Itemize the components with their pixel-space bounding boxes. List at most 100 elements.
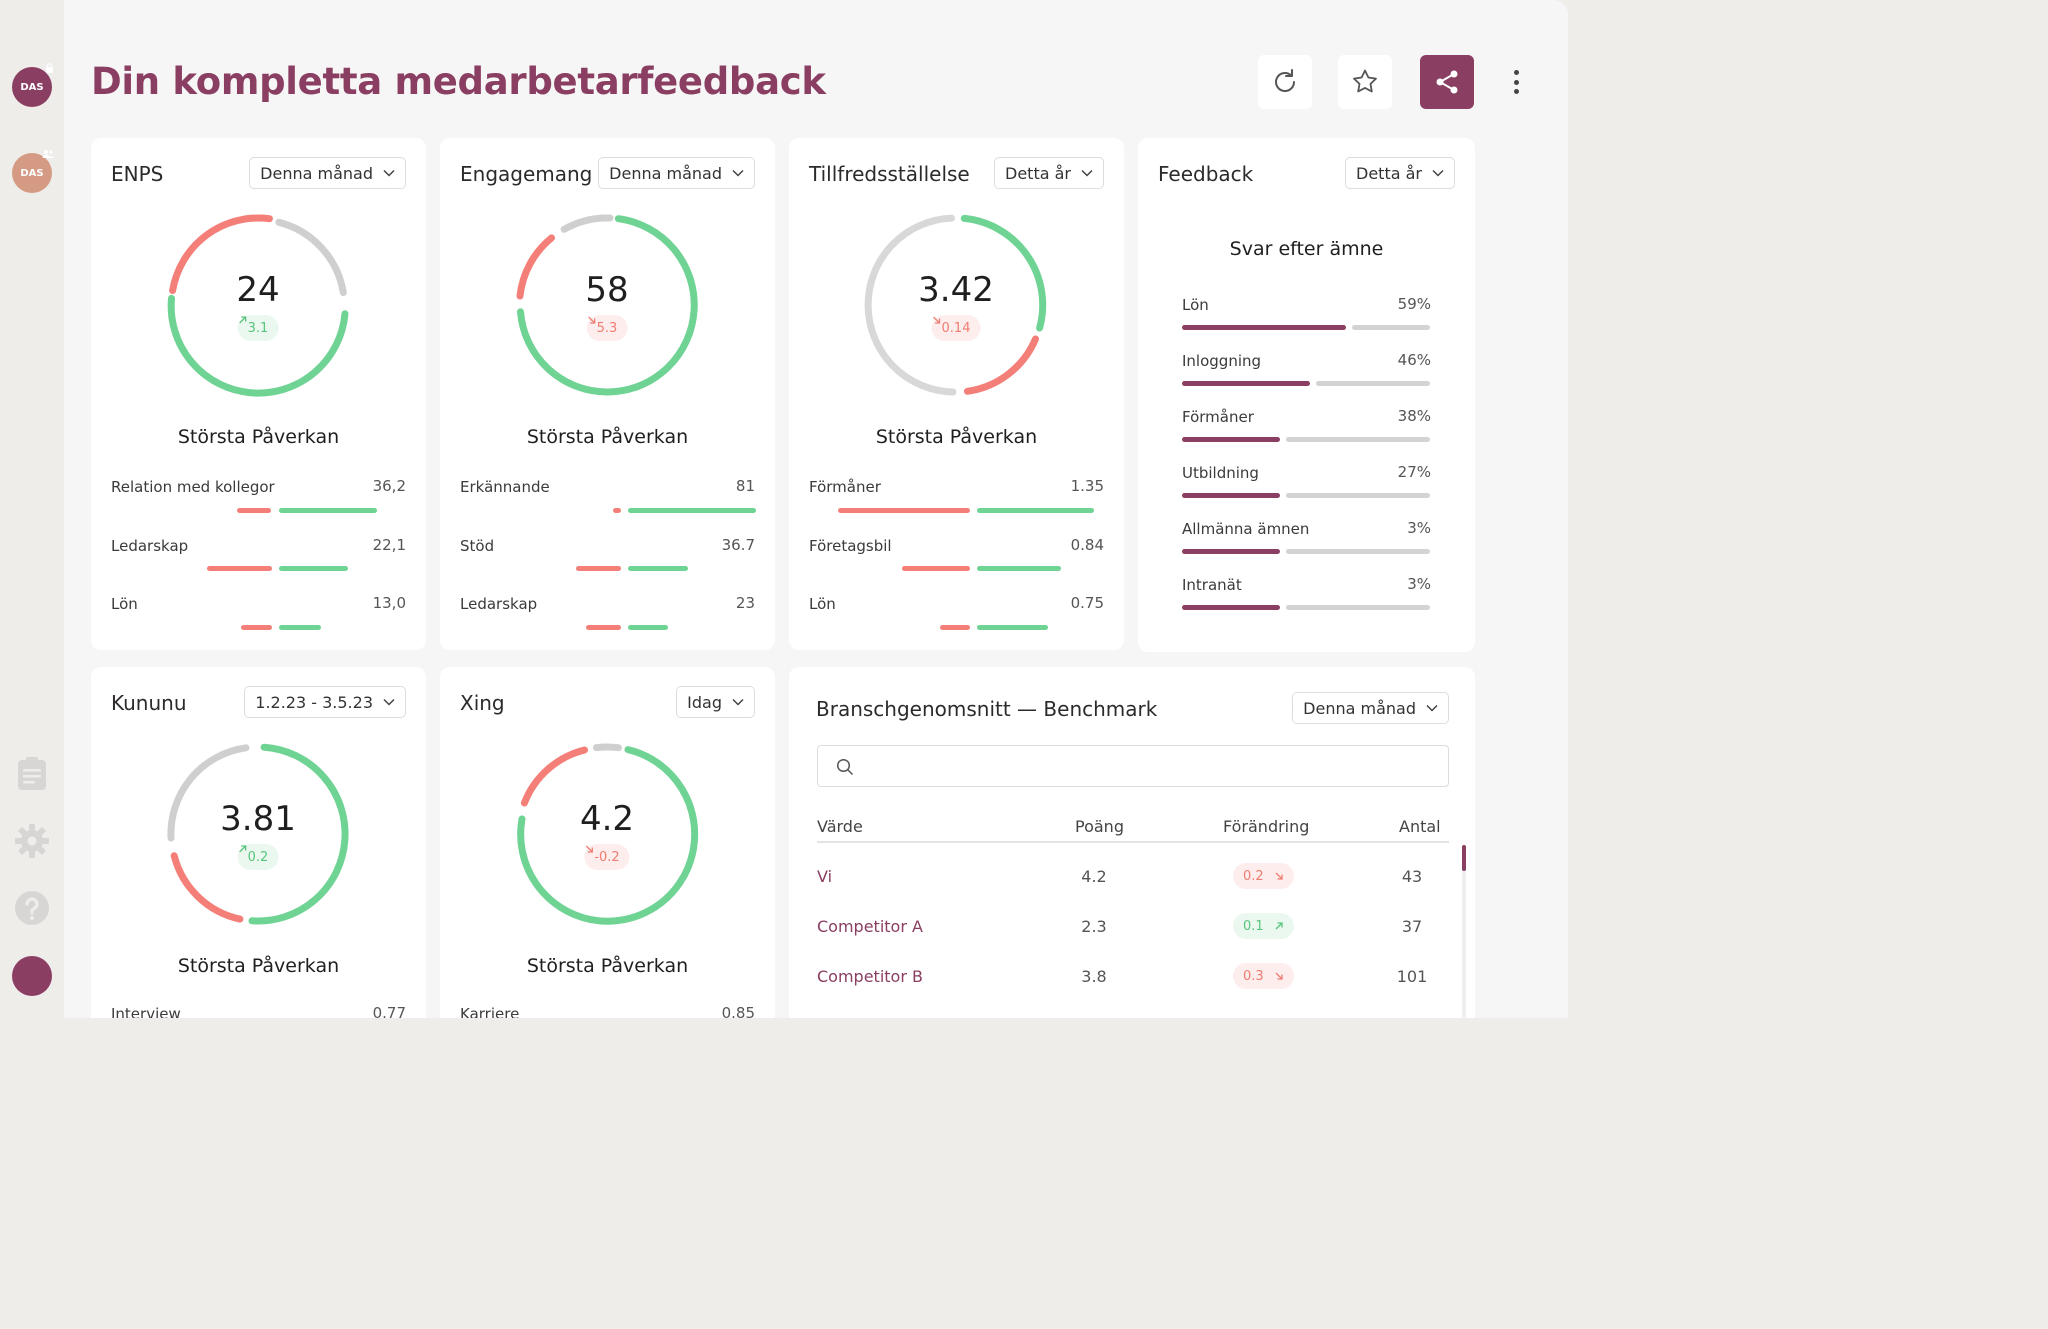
xing-card: Xing Idag 4.2 -0.2 Största Påverkan Karr…: [440, 667, 775, 1018]
topic-remaining-bar: [1286, 437, 1430, 442]
search-input[interactable]: [817, 745, 1449, 787]
scrollbar-track[interactable]: [1462, 845, 1466, 1018]
workspace-avatar-2[interactable]: DAS: [12, 150, 54, 193]
negative-bar: [207, 566, 272, 571]
topic-percent: 3%: [1407, 575, 1431, 593]
topic-percent: 27%: [1397, 463, 1431, 481]
topic-label: Förmåner: [1182, 408, 1254, 426]
more-options-icon[interactable]: [1504, 66, 1528, 98]
impact-label: Interview: [111, 1005, 181, 1018]
row-change-badge: 0.2: [1233, 863, 1294, 889]
positive-bar: [628, 566, 688, 571]
dropdown-value: Idag: [687, 692, 722, 712]
arrow-down-right-icon: [585, 845, 593, 853]
help-icon[interactable]: [14, 890, 50, 926]
dropdown-value: Denna månad: [609, 163, 722, 183]
topic-percent: 59%: [1397, 295, 1431, 313]
impact-title: Största Påverkan: [526, 955, 689, 977]
impact-label: Förmåner: [809, 478, 881, 496]
impact-label: Relation med kollegor: [111, 478, 275, 496]
impact-value: 81: [735, 477, 755, 495]
dropdown-value: Detta år: [1356, 163, 1422, 183]
topic-label: Lön: [1182, 296, 1209, 314]
feedback-card: Feedback Detta år Svar efter ämne Lön 59%…: [1138, 138, 1475, 652]
negative-bar: [576, 566, 621, 571]
user-avatar[interactable]: [12, 956, 52, 996]
impact-label: Ledarskap: [111, 537, 189, 555]
impact-label: Stöd: [460, 537, 495, 555]
period-dropdown[interactable]: Detta år: [1345, 157, 1455, 189]
impact-value: 22,1: [372, 536, 406, 554]
negative-bar: [902, 566, 970, 571]
arrow-down-right-icon: [1275, 872, 1283, 880]
impact-title: Största Påverkan: [177, 955, 340, 977]
column-header-score[interactable]: Poäng: [1075, 817, 1124, 836]
card-title: Branschgenomsnitt — Benchmark: [816, 697, 1158, 721]
enps-card: ENPS Denna månad 24 3.1 Största Påverkan…: [91, 138, 426, 650]
period-dropdown[interactable]: Denna månad: [598, 157, 755, 189]
positive-bar: [628, 625, 668, 630]
topic-share-bar: [1182, 549, 1280, 554]
chevron-down-icon: [383, 698, 395, 706]
period-dropdown[interactable]: Detta år: [994, 157, 1104, 189]
row-name[interactable]: Competitor A: [817, 917, 923, 936]
enps-gauge: 24 3.1: [163, 210, 353, 400]
xing-gauge: 4.2 -0.2: [512, 739, 702, 929]
row-name[interactable]: Competitor B: [817, 967, 923, 986]
card-title: Kununu: [111, 691, 187, 715]
gauge-ring: [516, 214, 698, 396]
change-badge: -0.2: [584, 844, 630, 870]
change-badge: 5.3: [586, 315, 628, 341]
gear-icon[interactable]: [14, 823, 50, 859]
topic-percent: 3%: [1407, 519, 1431, 537]
gauge-value: 24: [236, 270, 280, 310]
avatar-initials: DAS: [20, 167, 44, 179]
share-button[interactable]: [1420, 55, 1474, 109]
gauge-ring: [167, 743, 349, 925]
topic-label: Utbildning: [1182, 464, 1259, 482]
gauge-ring: [167, 214, 349, 397]
positive-bar: [279, 625, 321, 630]
chevron-down-icon: [1081, 169, 1093, 177]
page-title: Din kompletta medarbetarfeedback: [91, 60, 826, 103]
topic-remaining-bar: [1286, 493, 1430, 498]
impact-value: 1.35: [1070, 477, 1104, 495]
tillfredsstallelse-gauge: 3.42 0.14: [861, 210, 1051, 400]
column-header-value[interactable]: Värde: [817, 817, 863, 836]
scrollbar-thumb[interactable]: [1462, 845, 1466, 871]
star-icon: [1353, 69, 1377, 93]
topic-percent: 38%: [1397, 407, 1431, 425]
refresh-button[interactable]: [1258, 55, 1312, 109]
kununu-card: Kununu 1.2.23 - 3.5.23 3.81 0.2 Största …: [91, 667, 426, 1018]
period-dropdown[interactable]: 1.2.23 - 3.5.23: [244, 686, 406, 718]
period-dropdown[interactable]: Denna månad: [249, 157, 406, 189]
topic-label: Allmänna ämnen: [1182, 520, 1310, 538]
period-dropdown[interactable]: Denna månad: [1292, 692, 1449, 724]
clipboard-icon[interactable]: [14, 756, 50, 792]
gauge-value: 3.42: [918, 270, 994, 310]
topic-remaining-bar: [1352, 325, 1430, 330]
topic-label: Inloggning: [1182, 352, 1262, 370]
period-dropdown[interactable]: Idag: [676, 686, 755, 718]
card-title: Xing: [460, 691, 505, 715]
gauge-ring: [517, 743, 699, 925]
topic-share-bar: [1182, 493, 1280, 498]
impact-value: 13,0: [372, 594, 406, 612]
dropdown-value: Denna månad: [260, 163, 373, 183]
card-title: Engagemang: [460, 162, 593, 186]
favorite-button[interactable]: [1338, 55, 1392, 109]
column-header-count[interactable]: Antal: [1399, 817, 1441, 836]
column-header-change[interactable]: Förändring: [1223, 817, 1310, 836]
change-badge: 3.1: [237, 315, 279, 341]
gauge-value: 58: [585, 270, 629, 310]
topic-percent: 46%: [1397, 351, 1431, 369]
avatar-initials: DAS: [20, 81, 44, 93]
card-title: Tillfredsställelse: [809, 162, 970, 186]
gauge-value: 3.81: [220, 799, 296, 839]
gauge-value: 4.2: [579, 799, 635, 839]
engagemang-card: Engagemang Denna månad 58 5.3 Största På…: [440, 138, 775, 650]
workspace-avatar-1[interactable]: DAS: [12, 63, 53, 107]
chevron-down-icon: [383, 169, 395, 177]
row-name[interactable]: Vi: [817, 867, 833, 886]
dropdown-value: Detta år: [1005, 163, 1071, 183]
